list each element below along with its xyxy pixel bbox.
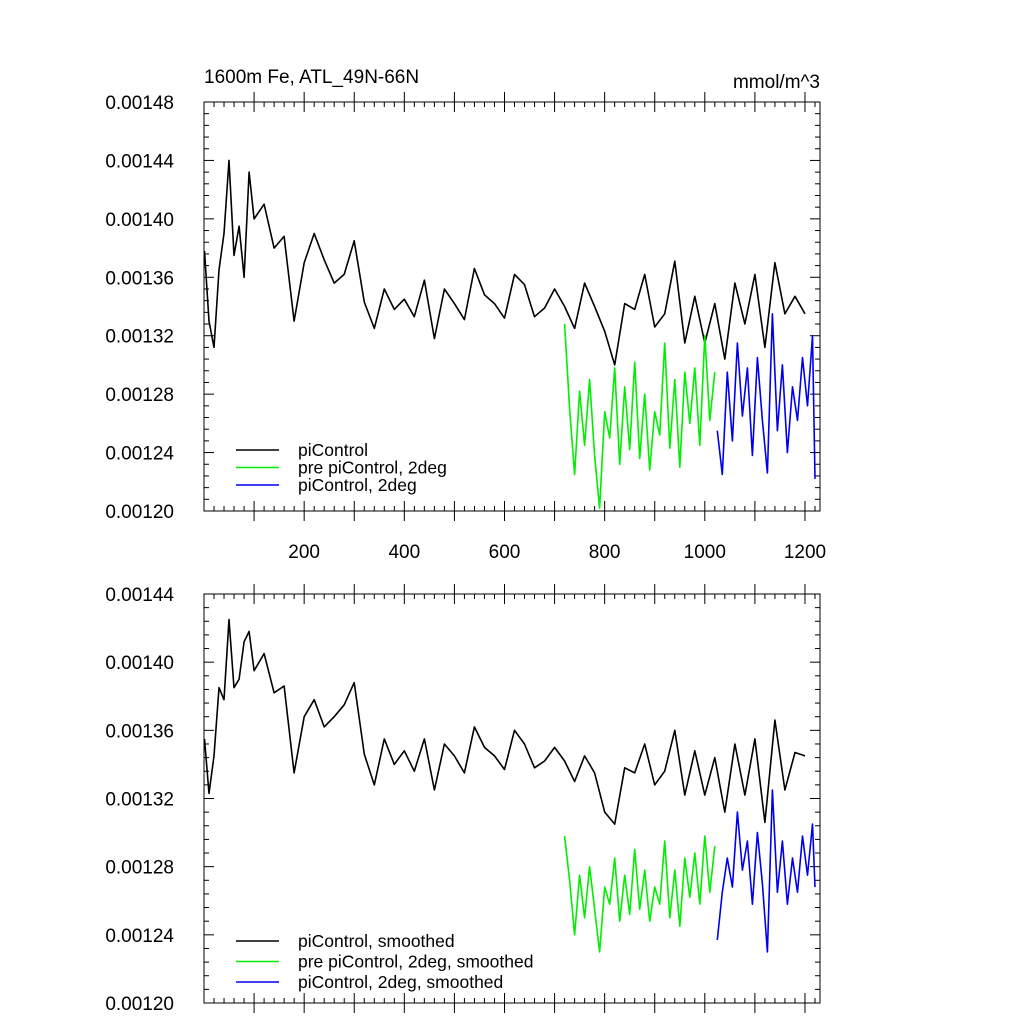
legend-label: pre piControl, 2deg, smoothed <box>298 952 533 972</box>
y-tick-label: 0.00140 <box>105 653 174 674</box>
bottom-ticks <box>204 584 820 1013</box>
y-tick-label: 0.00144 <box>105 585 174 606</box>
series-line-1 <box>563 323 716 509</box>
top-series-lines <box>203 159 816 509</box>
y-tick-label: 0.00128 <box>105 858 174 879</box>
y-tick-label: 0.00132 <box>105 790 174 811</box>
series-line-2 <box>716 312 816 479</box>
x-tick-label: 1000 <box>684 542 726 563</box>
legend-label: piControl, smoothed <box>298 931 455 951</box>
y-tick-label: 0.00124 <box>105 444 174 465</box>
x-tick-label: 600 <box>489 542 521 563</box>
legend-label: piControl, 2deg <box>298 475 417 495</box>
x-tick-label: 1200 <box>784 542 826 563</box>
y-tick-label: 0.00136 <box>105 268 174 289</box>
top-y-tick-labels: 0.00120 0.00124 0.00128 0.00132 0.00136 0.001… <box>105 93 174 523</box>
top-ticks <box>204 92 820 521</box>
y-tick-label: 0.00140 <box>105 210 174 231</box>
y-tick-label: 0.00120 <box>105 502 174 523</box>
series-line-1 <box>563 835 716 953</box>
legend-label: piControl <box>298 440 368 460</box>
legend-label: piControl, 2deg, smoothed <box>298 972 503 992</box>
top-x-tick-labels: 200 400 600 800 1000 1200 <box>288 542 826 563</box>
top-panel: 1600m Fe, ATL_49N-66N mmol/m^3 0.001200.… <box>105 67 826 563</box>
chart-title: 1600m Fe, ATL_49N-66N <box>204 67 419 88</box>
series-line-0 <box>203 159 806 366</box>
series-line-0 <box>203 618 806 825</box>
bottom-panel: 0.00120 0.00124 0.00128 0.00132 0.00136 0.001… <box>105 584 821 1015</box>
y-tick-label: 0.00148 <box>105 93 174 114</box>
y-tick-label: 0.00124 <box>105 926 174 947</box>
units-label: mmol/m^3 <box>733 72 820 93</box>
legend-label: pre piControl, 2deg <box>298 458 447 478</box>
top-plot-frame <box>203 101 821 512</box>
y-tick-label: 0.00144 <box>105 151 174 172</box>
y-tick-label: 0.00132 <box>105 327 174 348</box>
bottom-y-tick-labels: 0.00120 0.00124 0.00128 0.00132 0.00136 0.001… <box>105 585 174 1015</box>
x-tick-label: 200 <box>288 542 320 563</box>
series-line-2 <box>716 789 816 953</box>
y-tick-label: 0.00120 <box>105 994 174 1015</box>
bottom-series-lines <box>203 618 816 953</box>
x-tick-label: 400 <box>388 542 420 563</box>
x-tick-label: 800 <box>589 542 621 563</box>
y-tick-label: 0.00136 <box>105 721 174 742</box>
y-tick-label: 0.00128 <box>105 385 174 406</box>
